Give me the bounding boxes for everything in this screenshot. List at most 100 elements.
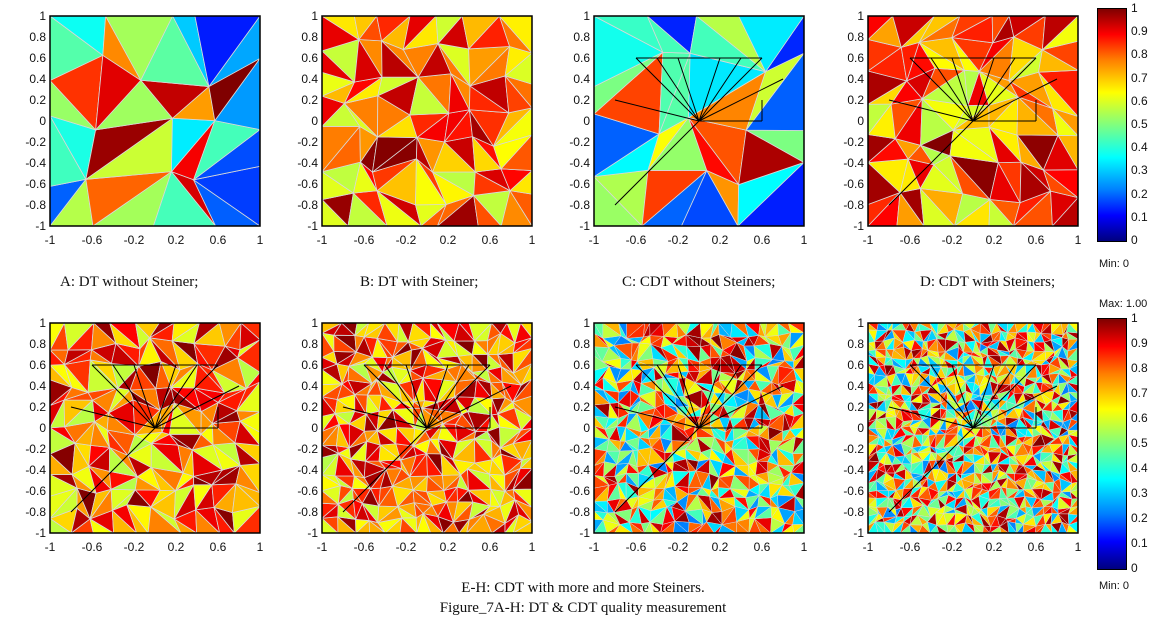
x-tick-label: -0.6 bbox=[625, 540, 647, 554]
constraint-edge bbox=[342, 427, 428, 513]
colorbar-top-gradient bbox=[1097, 8, 1127, 242]
x-tick-label: 1 bbox=[256, 540, 264, 554]
x-tick-label: -1 bbox=[588, 540, 600, 554]
colorbar-top-min: Min: 0 bbox=[1099, 258, 1129, 270]
constraint-edge bbox=[698, 78, 784, 122]
y-tick-label: 0.4 bbox=[847, 379, 864, 393]
y-tick-label: -0.2 bbox=[25, 135, 46, 149]
x-tick-label: -1 bbox=[44, 233, 56, 247]
caption-b: B: DT with Steiner; bbox=[360, 274, 479, 290]
y-tick-label: 0.4 bbox=[573, 72, 590, 86]
constraint-edge bbox=[972, 57, 995, 122]
constraint-edge bbox=[614, 99, 700, 122]
constraint-edge bbox=[972, 57, 1016, 122]
y-tick-label: -0.4 bbox=[569, 156, 590, 170]
y-tick-label: 0.4 bbox=[29, 379, 46, 393]
y-tick-label: 0.6 bbox=[301, 51, 318, 65]
constraint-edge bbox=[951, 364, 974, 429]
y-tick-label: 0.2 bbox=[573, 93, 590, 107]
x-tick-label: -1 bbox=[862, 540, 874, 554]
x-tick-label: 0.6 bbox=[1027, 233, 1045, 247]
plot-frame bbox=[49, 15, 261, 227]
y-tick-label: -0.2 bbox=[843, 135, 864, 149]
mesh-triangles bbox=[867, 322, 1079, 534]
y-tick-label: 0 bbox=[857, 421, 864, 435]
x-tick-label: 0.2 bbox=[439, 233, 457, 247]
constraint-edge bbox=[363, 364, 428, 429]
constraint-edge bbox=[888, 120, 974, 206]
constraint-edge bbox=[972, 385, 1058, 429]
y-tick-label: -1 bbox=[35, 219, 46, 233]
constraint-edge bbox=[154, 364, 177, 429]
y-tick-label: 0.8 bbox=[29, 337, 46, 351]
constraint-edge bbox=[614, 120, 700, 206]
x-tick-label: -0.6 bbox=[899, 233, 921, 247]
y-tick-label: -0.2 bbox=[25, 442, 46, 456]
constraint-edge bbox=[972, 57, 1037, 122]
x-tick-label: 0.6 bbox=[481, 233, 499, 247]
y-tick-label: 0.6 bbox=[573, 51, 590, 65]
x-tick-label: 0.6 bbox=[753, 540, 771, 554]
constraint-edge bbox=[888, 99, 974, 122]
colorbar-tick-label: 0.8 bbox=[1131, 47, 1148, 62]
x-tick-label: -0.6 bbox=[353, 540, 375, 554]
x-tick-label: -1 bbox=[44, 540, 56, 554]
constraint-edge bbox=[888, 427, 974, 513]
y-tick-label: -0.4 bbox=[25, 463, 46, 477]
colorbar-tick-label: 0.2 bbox=[1131, 511, 1148, 525]
colorbar-tick-label: 1 bbox=[1131, 311, 1138, 325]
constraint-edge bbox=[342, 406, 428, 429]
mesh-panel-e: 1 0.8 0.6 0.4 0.2 0 -0.2 -0.4 -0.6 -0.8 -1 -1 -0.6 -0… bbox=[8, 315, 266, 565]
colorbar-tick-label: 0.3 bbox=[1131, 163, 1148, 178]
y-tick-label: 0 bbox=[311, 421, 318, 435]
y-tick-label: -0.2 bbox=[297, 442, 318, 456]
constraint-edge bbox=[972, 78, 1058, 122]
y-tick-label: -0.8 bbox=[569, 198, 590, 212]
x-tick-label: 0.6 bbox=[481, 540, 499, 554]
y-tick-label: -0.8 bbox=[297, 505, 318, 519]
y-tick-label: 0.2 bbox=[29, 400, 46, 414]
y-tick-label: -0.4 bbox=[843, 156, 864, 170]
caption-d: D: CDT with Steiners; bbox=[920, 274, 1056, 290]
y-tick-label: 0.2 bbox=[301, 400, 318, 414]
constraint-edge bbox=[677, 57, 700, 122]
colorbar-tick-label: 0.9 bbox=[1131, 336, 1148, 350]
constraint-edge bbox=[888, 406, 974, 429]
bottom-caption: E-H: CDT with more and more Steiners. bbox=[461, 580, 705, 596]
x-tick-label: -0.2 bbox=[123, 540, 145, 554]
mesh-plot bbox=[48, 321, 262, 535]
x-tick-label: -0.6 bbox=[81, 540, 103, 554]
constraint-edge bbox=[112, 364, 156, 429]
constraint-edge bbox=[909, 57, 974, 122]
y-tick-label: -1 bbox=[35, 526, 46, 540]
y-tick-label: -0.8 bbox=[569, 505, 590, 519]
x-tick-label: 1 bbox=[528, 233, 536, 247]
mesh-triangles bbox=[593, 14, 805, 228]
x-tick-label: 1 bbox=[1074, 540, 1082, 554]
y-tick-label: 0.8 bbox=[29, 30, 46, 44]
x-tick-label: 0.2 bbox=[985, 233, 1003, 247]
colorbar-bottom-max: Max: 1.00 bbox=[1099, 298, 1148, 310]
y-tick-label: -0.4 bbox=[25, 156, 46, 170]
constraint-edge bbox=[384, 364, 428, 429]
x-tick-label: 1 bbox=[800, 540, 808, 554]
constraint-edge bbox=[698, 385, 784, 429]
x-tick-label: -0.2 bbox=[941, 233, 963, 247]
x-tick-label: -0.6 bbox=[353, 233, 375, 247]
y-tick-label: 1 bbox=[857, 316, 864, 330]
y-tick-label: -0.8 bbox=[297, 198, 318, 212]
y-tick-label: 0.2 bbox=[847, 400, 864, 414]
constraint-edge bbox=[656, 364, 700, 429]
x-tick-label: -0.2 bbox=[667, 540, 689, 554]
y-tick-label: 0.2 bbox=[301, 93, 318, 107]
constraint-edge bbox=[677, 364, 700, 429]
mesh-plot bbox=[593, 14, 805, 228]
y-tick-label: -1 bbox=[853, 219, 864, 233]
y-tick-label: -0.6 bbox=[25, 177, 46, 191]
constraint-edge bbox=[614, 406, 700, 429]
y-tick-label: -0.6 bbox=[297, 484, 318, 498]
y-tick-label: -0.4 bbox=[843, 463, 864, 477]
y-tick-label: 0.6 bbox=[573, 358, 590, 372]
plot-frame bbox=[867, 15, 1079, 227]
y-tick-label: -1 bbox=[307, 219, 318, 233]
